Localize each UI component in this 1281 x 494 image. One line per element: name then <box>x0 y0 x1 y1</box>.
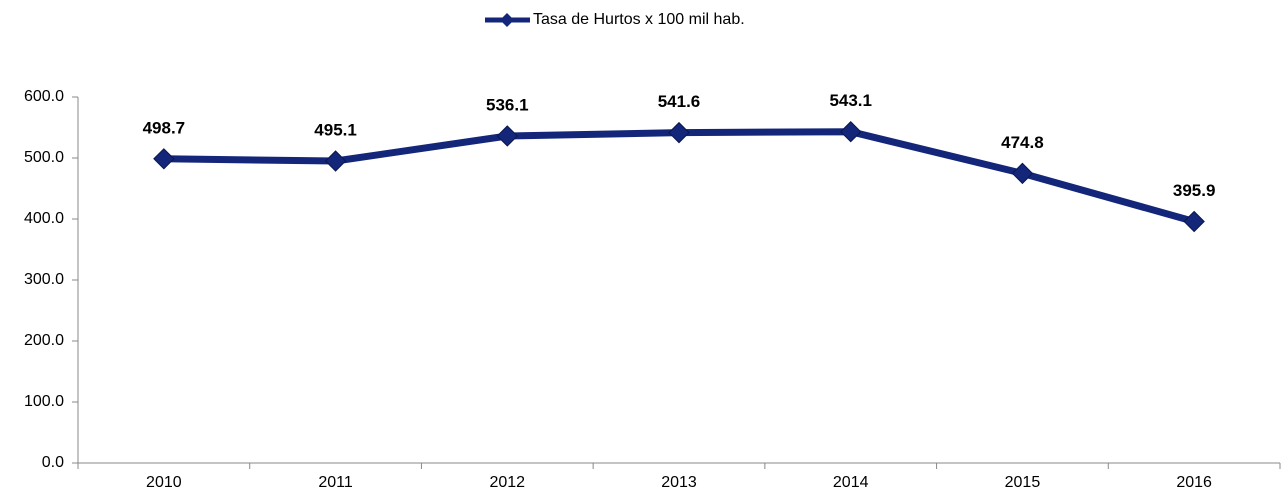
point-marker <box>668 121 690 144</box>
x-tick-label: 2010 <box>146 474 182 491</box>
legend-label: Tasa de Hurtos x 100 mil hab. <box>533 11 745 28</box>
data-label: 498.7 <box>143 118 186 137</box>
x-tick-label: 2016 <box>1176 474 1212 491</box>
point-marker <box>1011 162 1034 185</box>
point-marker <box>840 121 862 143</box>
legend-marker <box>500 13 514 27</box>
data-label: 541.6 <box>658 92 701 111</box>
y-tick-label: 0.0 <box>42 454 64 471</box>
x-tick-label: 2012 <box>489 474 525 491</box>
point-marker <box>153 148 175 170</box>
point-marker <box>1183 210 1205 233</box>
y-tick-label: 200.0 <box>24 332 64 349</box>
y-tick-label: 500.0 <box>24 149 64 166</box>
x-tick-label: 2011 <box>318 474 353 491</box>
y-tick-label: 100.0 <box>24 393 64 410</box>
data-label: 495.1 <box>314 120 357 139</box>
data-label: 536.1 <box>486 95 529 114</box>
point-marker <box>496 125 518 147</box>
data-label: 543.1 <box>829 91 872 110</box>
data-label: 474.8 <box>1001 133 1044 152</box>
point-marker <box>324 150 347 172</box>
x-tick-label: 2014 <box>833 474 869 491</box>
x-tick-label: 2013 <box>661 474 697 491</box>
y-tick-label: 300.0 <box>24 271 64 288</box>
data-label: 395.9 <box>1173 181 1216 200</box>
y-tick-label: 400.0 <box>24 210 64 227</box>
y-tick-label: 600.0 <box>24 88 64 105</box>
x-tick-label: 2015 <box>1005 474 1041 491</box>
